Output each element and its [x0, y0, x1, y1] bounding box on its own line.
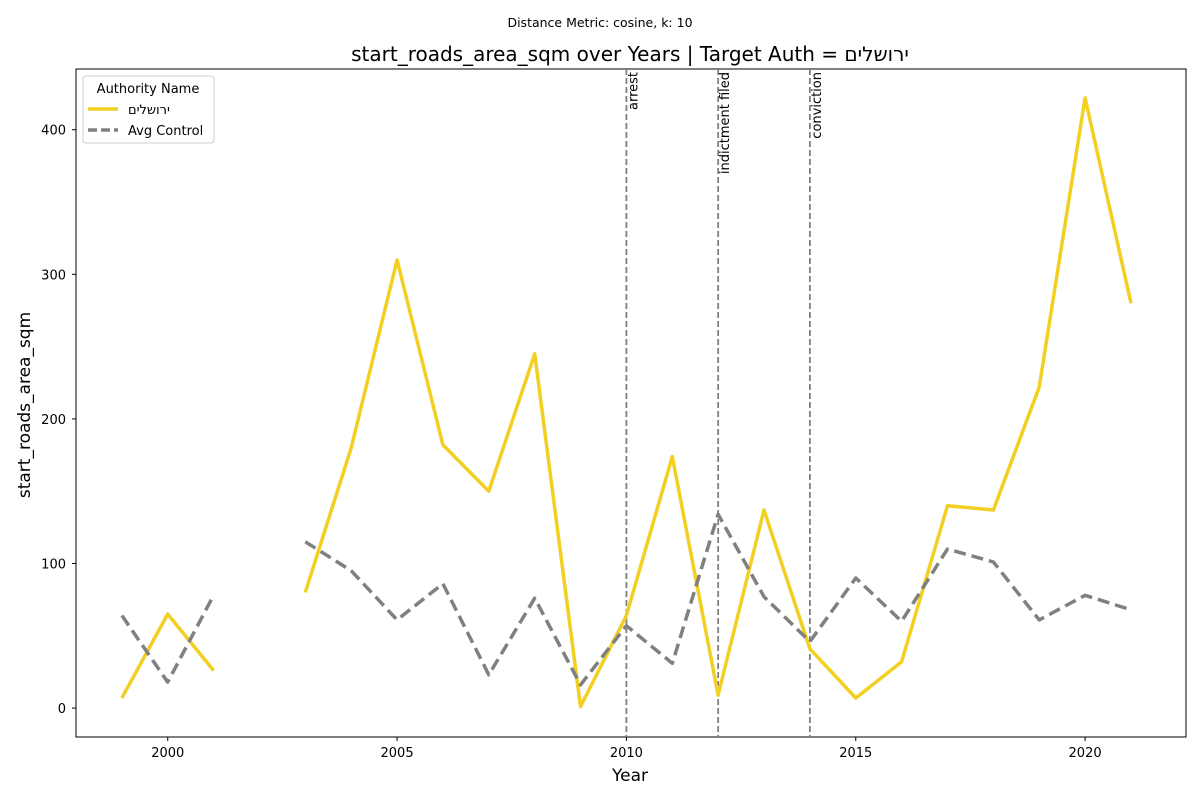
legend-entry-label: ירושלים [128, 103, 170, 118]
y-tick-label: 0 [58, 702, 66, 717]
legend-box [82, 75, 215, 144]
x-tick-label: 2020 [1069, 746, 1102, 761]
x-tick-label: 2005 [381, 746, 414, 761]
y-tick-label: 100 [41, 557, 66, 572]
y-axis-label: start_roads_area_sqm [15, 312, 35, 498]
y-tick-label: 400 [41, 124, 66, 139]
y-tick-label: 300 [41, 268, 66, 283]
legend-title: Authority Name [97, 82, 200, 97]
series-line-avg-control [120, 594, 216, 684]
y-tick-label: 200 [41, 413, 66, 428]
series-line-avg-control [304, 512, 1132, 687]
legend-entry-label: Avg Control [128, 124, 203, 139]
x-tick-label: 2000 [151, 746, 184, 761]
chart-title: start_roads_area_sqm over Years | Target… [351, 42, 909, 66]
x-tick-label: 2010 [610, 746, 643, 761]
x-axis-label: Year [611, 766, 648, 786]
series-line-target [303, 96, 1133, 709]
event-label: arrest [626, 72, 641, 110]
plot-frame [75, 68, 1187, 738]
legend: Authority Name ירושלים Avg Control [82, 75, 215, 144]
x-tick-label: 2015 [839, 746, 872, 761]
event-label: indictment filed [718, 72, 733, 174]
event-label: conviction [810, 72, 825, 139]
chart-suptitle: Distance Metric: cosine, k: 10 [507, 15, 692, 30]
series-line-target [120, 612, 215, 699]
plot-area: 2000 2005 2010 2015 2020 0 100 200 300 400 arrest i… [41, 68, 1187, 761]
